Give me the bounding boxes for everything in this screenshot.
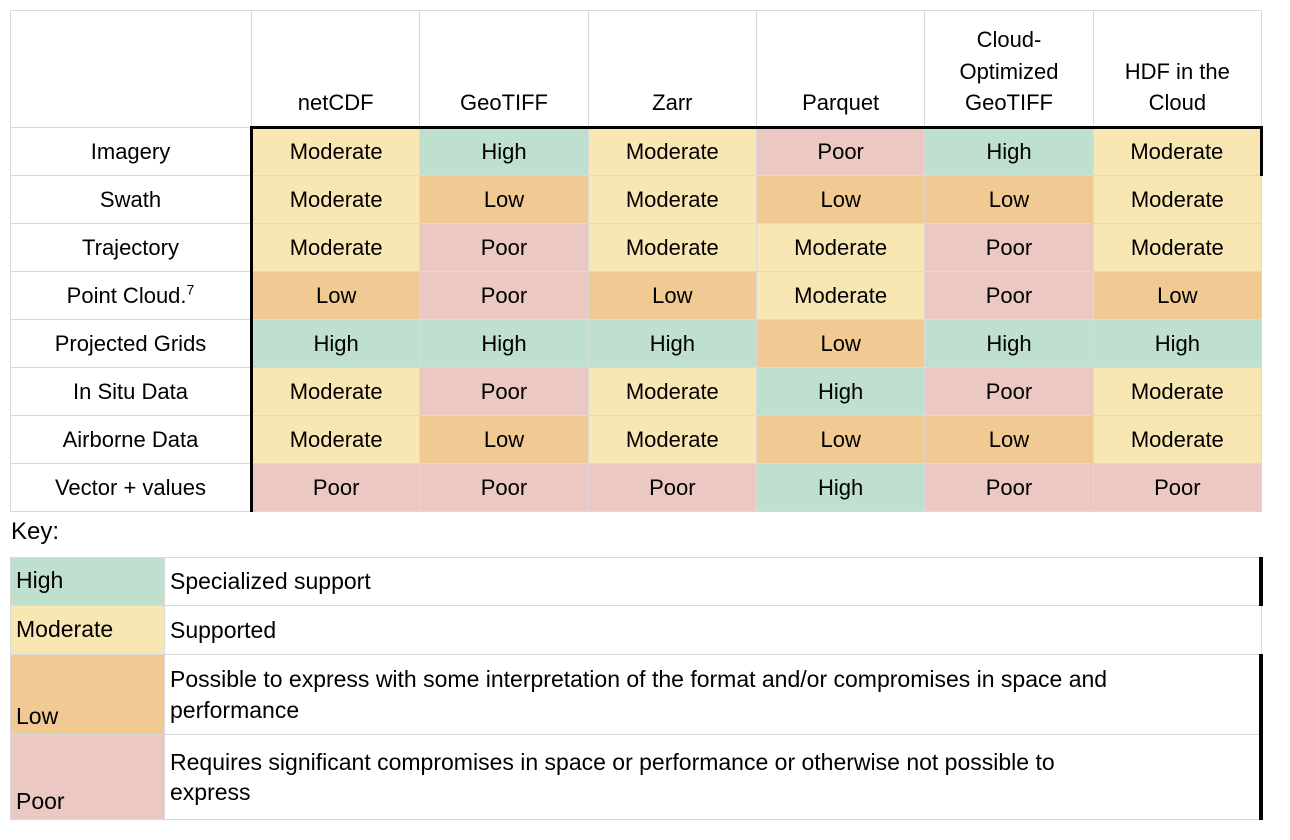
rating-cell: Moderate (1092, 127, 1264, 176)
rating-cell: Poor (1092, 463, 1263, 512)
rating-cell: Moderate (587, 127, 757, 176)
rating-cell: High (755, 463, 926, 512)
column-header-netcdf: netCDF (250, 10, 421, 129)
rating-cell: High (419, 127, 589, 176)
rating-cell: Moderate (587, 415, 757, 464)
table-row: Projected Grids High High High Low High High (10, 319, 1263, 368)
rating-cell: Poor (419, 367, 589, 416)
rating-cell: Moderate (755, 271, 926, 320)
key-rating-swatch: High (10, 557, 165, 606)
column-header-zarr: Zarr (587, 10, 757, 129)
rating-cell: Moderate (755, 223, 926, 272)
rating-cell: Moderate (587, 175, 757, 224)
key-heading: Key: (11, 518, 60, 545)
rating-cell: Moderate (1092, 367, 1263, 416)
key-row: Poor Requires significant compromises in … (10, 734, 1263, 820)
rating-cell: Moderate (1092, 175, 1263, 224)
key-rating-swatch: Low (10, 654, 165, 735)
table-row: Swath Moderate Low Moderate Low Low Moderate (10, 175, 1263, 224)
rating-cell: Low (419, 415, 589, 464)
corner-cell (10, 10, 252, 128)
rating-cell: High (924, 319, 1094, 368)
rating-cell: Moderate (249, 127, 421, 176)
row-label: Vector + values (10, 463, 252, 512)
key-body: High Specialized support Moderate Supported… (10, 557, 1263, 820)
row-label: In Situ Data (10, 367, 252, 416)
rating-cell: Moderate (249, 223, 421, 272)
key-table: High Specialized support Moderate Supported… (10, 557, 1263, 820)
rating-cell: Poor (924, 223, 1094, 272)
rating-cell: Poor (249, 463, 421, 512)
rating-cell: High (755, 367, 926, 416)
key-description: Supported (164, 605, 1262, 655)
rating-cell: Poor (924, 463, 1094, 512)
rating-cell: Poor (419, 463, 589, 512)
rating-cell: Low (924, 175, 1094, 224)
matrix-header-row: netCDF GeoTIFF Zarr Parquet Cloud-Optimized … (10, 10, 1263, 129)
table-row: Trajectory Moderate Poor Moderate Moderate Po… (10, 223, 1263, 272)
table-row: Imagery Moderate High Moderate Poor High Moder… (10, 127, 1264, 176)
rating-cell: Moderate (587, 367, 757, 416)
key-rating-swatch: Poor (10, 734, 165, 820)
rating-cell: Poor (924, 367, 1094, 416)
key-row: High Specialized support (10, 557, 1263, 606)
rating-cell: High (587, 319, 757, 368)
rating-cell: Low (587, 271, 757, 320)
rating-cell: Moderate (1092, 415, 1263, 464)
format-comparison-table: netCDF GeoTIFF Zarr Parquet Cloud-Optimized … (10, 10, 1264, 512)
rating-cell: Low (1092, 271, 1263, 320)
footnote-marker: 7 (186, 281, 195, 298)
rating-cell: Poor (419, 223, 589, 272)
rating-cell: Poor (755, 127, 926, 176)
rating-cell: High (249, 319, 421, 368)
rating-cell: High (1092, 319, 1263, 368)
rating-cell: Poor (587, 463, 757, 512)
row-label: Point Cloud.7 (10, 271, 252, 320)
rating-cell: Poor (419, 271, 589, 320)
row-label: Swath (10, 175, 252, 224)
column-header-geotiff: GeoTIFF (419, 10, 589, 129)
row-label: Projected Grids (10, 319, 252, 368)
rating-cell: Low (755, 319, 926, 368)
row-label: Imagery (10, 127, 252, 176)
rating-cell: Poor (924, 271, 1094, 320)
key-description: Possible to express with some interpreta… (164, 654, 1263, 735)
rating-cell: Moderate (249, 415, 421, 464)
rating-cell: Moderate (587, 223, 757, 272)
table-row: Airborne Data Moderate Low Moderate Low Low Mo… (10, 415, 1263, 464)
column-header-hdf-in-the-cloud: HDF in the Cloud (1092, 10, 1263, 129)
column-header-cloud-optimized-geotiff: Cloud-Optimized GeoTIFF (924, 10, 1094, 129)
key-rating-swatch: Moderate (10, 605, 165, 655)
table-row: In Situ Data Moderate Poor Moderate High Poor… (10, 367, 1263, 416)
key-row: Moderate Supported (10, 605, 1262, 655)
rating-cell: Low (249, 271, 421, 320)
rating-cell: Moderate (249, 175, 421, 224)
row-label: Airborne Data (10, 415, 252, 464)
rating-cell: Low (755, 415, 926, 464)
key-description: Requires significant compromises in spac… (164, 734, 1263, 820)
rating-cell: Moderate (1092, 223, 1263, 272)
rating-cell: High (924, 127, 1094, 176)
key-row: Low Possible to express with some interpr… (10, 654, 1263, 735)
table-row: Vector + values Poor Poor Poor High Poor Poor (10, 463, 1263, 512)
rating-cell: Low (755, 175, 926, 224)
rating-cell: Moderate (249, 367, 421, 416)
rating-cell: Low (419, 175, 589, 224)
table-row: Point Cloud.7 Low Poor Low Moderate Poor Low (10, 271, 1263, 320)
key-description: Specialized support (164, 557, 1263, 606)
rating-cell: High (419, 319, 589, 368)
matrix-body: Imagery Moderate High Moderate Poor High Moder… (10, 127, 1264, 512)
rating-cell: Low (924, 415, 1094, 464)
row-label: Trajectory (10, 223, 252, 272)
column-header-parquet: Parquet (755, 10, 926, 129)
